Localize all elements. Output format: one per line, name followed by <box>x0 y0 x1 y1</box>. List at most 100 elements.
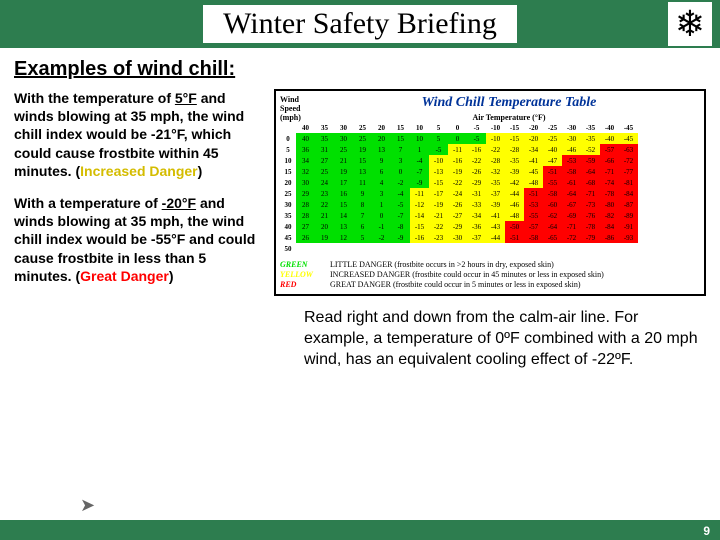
chart-cell: -71 <box>581 188 600 199</box>
legend-name: YELLOW <box>280 270 330 279</box>
chart-cell: -23 <box>429 232 448 243</box>
chart-cell: -57 <box>600 144 619 155</box>
chart-cell: -15 <box>410 221 429 232</box>
air-temp-header: -45 <box>619 122 638 133</box>
chart-cell: 13 <box>353 166 372 177</box>
chart-cell: 4 <box>372 177 391 188</box>
chart-cell: -24 <box>448 188 467 199</box>
chart-cell: 27 <box>296 221 315 232</box>
left-column: With the temperature of 5°F and winds bl… <box>14 89 264 370</box>
chart-cell: -44 <box>486 232 505 243</box>
chart-cell: 10 <box>410 133 429 144</box>
chart-cell: -93 <box>619 232 638 243</box>
legend-row: GREENLITTLE DANGER (frostbite occurs in … <box>280 260 700 269</box>
chart-cell: 35 <box>315 133 334 144</box>
chart-cell: 6 <box>353 221 372 232</box>
chart-cell: -55 <box>543 177 562 188</box>
chart-cell: -60 <box>543 199 562 210</box>
chart-cell: -45 <box>619 133 638 144</box>
chart-cell: 26 <box>296 232 315 243</box>
chart-cell: -67 <box>562 199 581 210</box>
legend-row: REDGREAT DANGER (frostbite could occur i… <box>280 280 700 289</box>
chart-cell: -22 <box>486 144 505 155</box>
chart-cell: -89 <box>619 210 638 221</box>
chart-cell: 22 <box>315 199 334 210</box>
chart-cell: -55 <box>524 210 543 221</box>
chart-title: Wind Chill Temperature Table <box>318 95 700 111</box>
chart-cell: -80 <box>600 199 619 210</box>
chart-cell: -91 <box>619 221 638 232</box>
chart-cell: 25 <box>315 166 334 177</box>
chart-cell: -41 <box>524 155 543 166</box>
air-temp-header: 35 <box>315 122 334 133</box>
chart-cell: -40 <box>600 133 619 144</box>
chart-cell: -34 <box>467 210 486 221</box>
chart-cell: -46 <box>505 199 524 210</box>
chart-cell: -45 <box>524 166 543 177</box>
wind-speed-header: 15 <box>280 166 296 177</box>
right-column: Wind Speed (mph) Wind Chill Temperature … <box>274 89 706 370</box>
legend-name: RED <box>280 280 330 289</box>
chart-cell: -78 <box>600 188 619 199</box>
chart-cell: -14 <box>410 210 429 221</box>
chart-cell: -37 <box>486 188 505 199</box>
chart-cell: 7 <box>353 210 372 221</box>
chart-cell: -71 <box>562 221 581 232</box>
chart-cell: -71 <box>600 166 619 177</box>
chart-cell: -16 <box>467 144 486 155</box>
chart-cell: -36 <box>467 221 486 232</box>
chart-cell: 14 <box>334 210 353 221</box>
chart-cell: -5 <box>429 144 448 155</box>
chart-cell: -31 <box>467 188 486 199</box>
chart-cell: -53 <box>524 199 543 210</box>
air-temp-header: -35 <box>581 122 600 133</box>
chart-cell: -64 <box>562 188 581 199</box>
air-temp-header: 5 <box>429 122 448 133</box>
chart-caption: Read right and down from the calm-air li… <box>274 308 706 370</box>
chart-cell: -79 <box>581 232 600 243</box>
chart-cell: 32 <box>296 166 315 177</box>
wind-speed-header: 10 <box>280 155 296 166</box>
chart-cell: -74 <box>600 177 619 188</box>
example-paragraph-1: With the temperature of 5°F and winds bl… <box>14 89 264 180</box>
chart-cell: -30 <box>448 232 467 243</box>
wind-speed-header: 45 <box>280 232 296 243</box>
chart-cell: 5 <box>353 232 372 243</box>
chart-cell: 0 <box>448 133 467 144</box>
chart-cell: -10 <box>429 155 448 166</box>
chart-cell: 29 <box>296 188 315 199</box>
chart-cell: -32 <box>486 166 505 177</box>
wind-speed-header: 0 <box>280 133 296 144</box>
chart-cell: -51 <box>505 232 524 243</box>
chart-cell: -41 <box>486 210 505 221</box>
chart-cell: 17 <box>334 177 353 188</box>
chart-cell: -11 <box>448 144 467 155</box>
chart-cell: -19 <box>429 199 448 210</box>
chart-cell: -5 <box>391 199 410 210</box>
chart-cell: 25 <box>353 133 372 144</box>
chart-cell: -1 <box>372 221 391 232</box>
chart-cell: -4 <box>391 188 410 199</box>
chart-cell: 15 <box>353 155 372 166</box>
chart-cell: 30 <box>334 133 353 144</box>
chart-cell: -68 <box>581 177 600 188</box>
chart-cell: -84 <box>600 221 619 232</box>
chart-cell: -73 <box>581 199 600 210</box>
legend-desc: GREAT DANGER (frostbite could occur in 5… <box>330 280 580 289</box>
air-temp-header: -5 <box>467 122 486 133</box>
chart-cell: 1 <box>372 199 391 210</box>
chart-cell: -76 <box>581 210 600 221</box>
air-temp-header: 30 <box>334 122 353 133</box>
wind-speed-header: 40 <box>280 221 296 232</box>
chart-cell: 0 <box>372 210 391 221</box>
chart-cell: -27 <box>448 210 467 221</box>
chart-cell: 13 <box>372 144 391 155</box>
chart-cell: -5 <box>467 133 486 144</box>
chart-cell: -25 <box>543 133 562 144</box>
chart-cell: -20 <box>524 133 543 144</box>
wind-speed-header: 50 <box>280 243 296 254</box>
chart-cell: -72 <box>562 232 581 243</box>
chart-cell: 40 <box>296 133 315 144</box>
chart-cell: 3 <box>391 155 410 166</box>
chart-cell: -65 <box>543 232 562 243</box>
